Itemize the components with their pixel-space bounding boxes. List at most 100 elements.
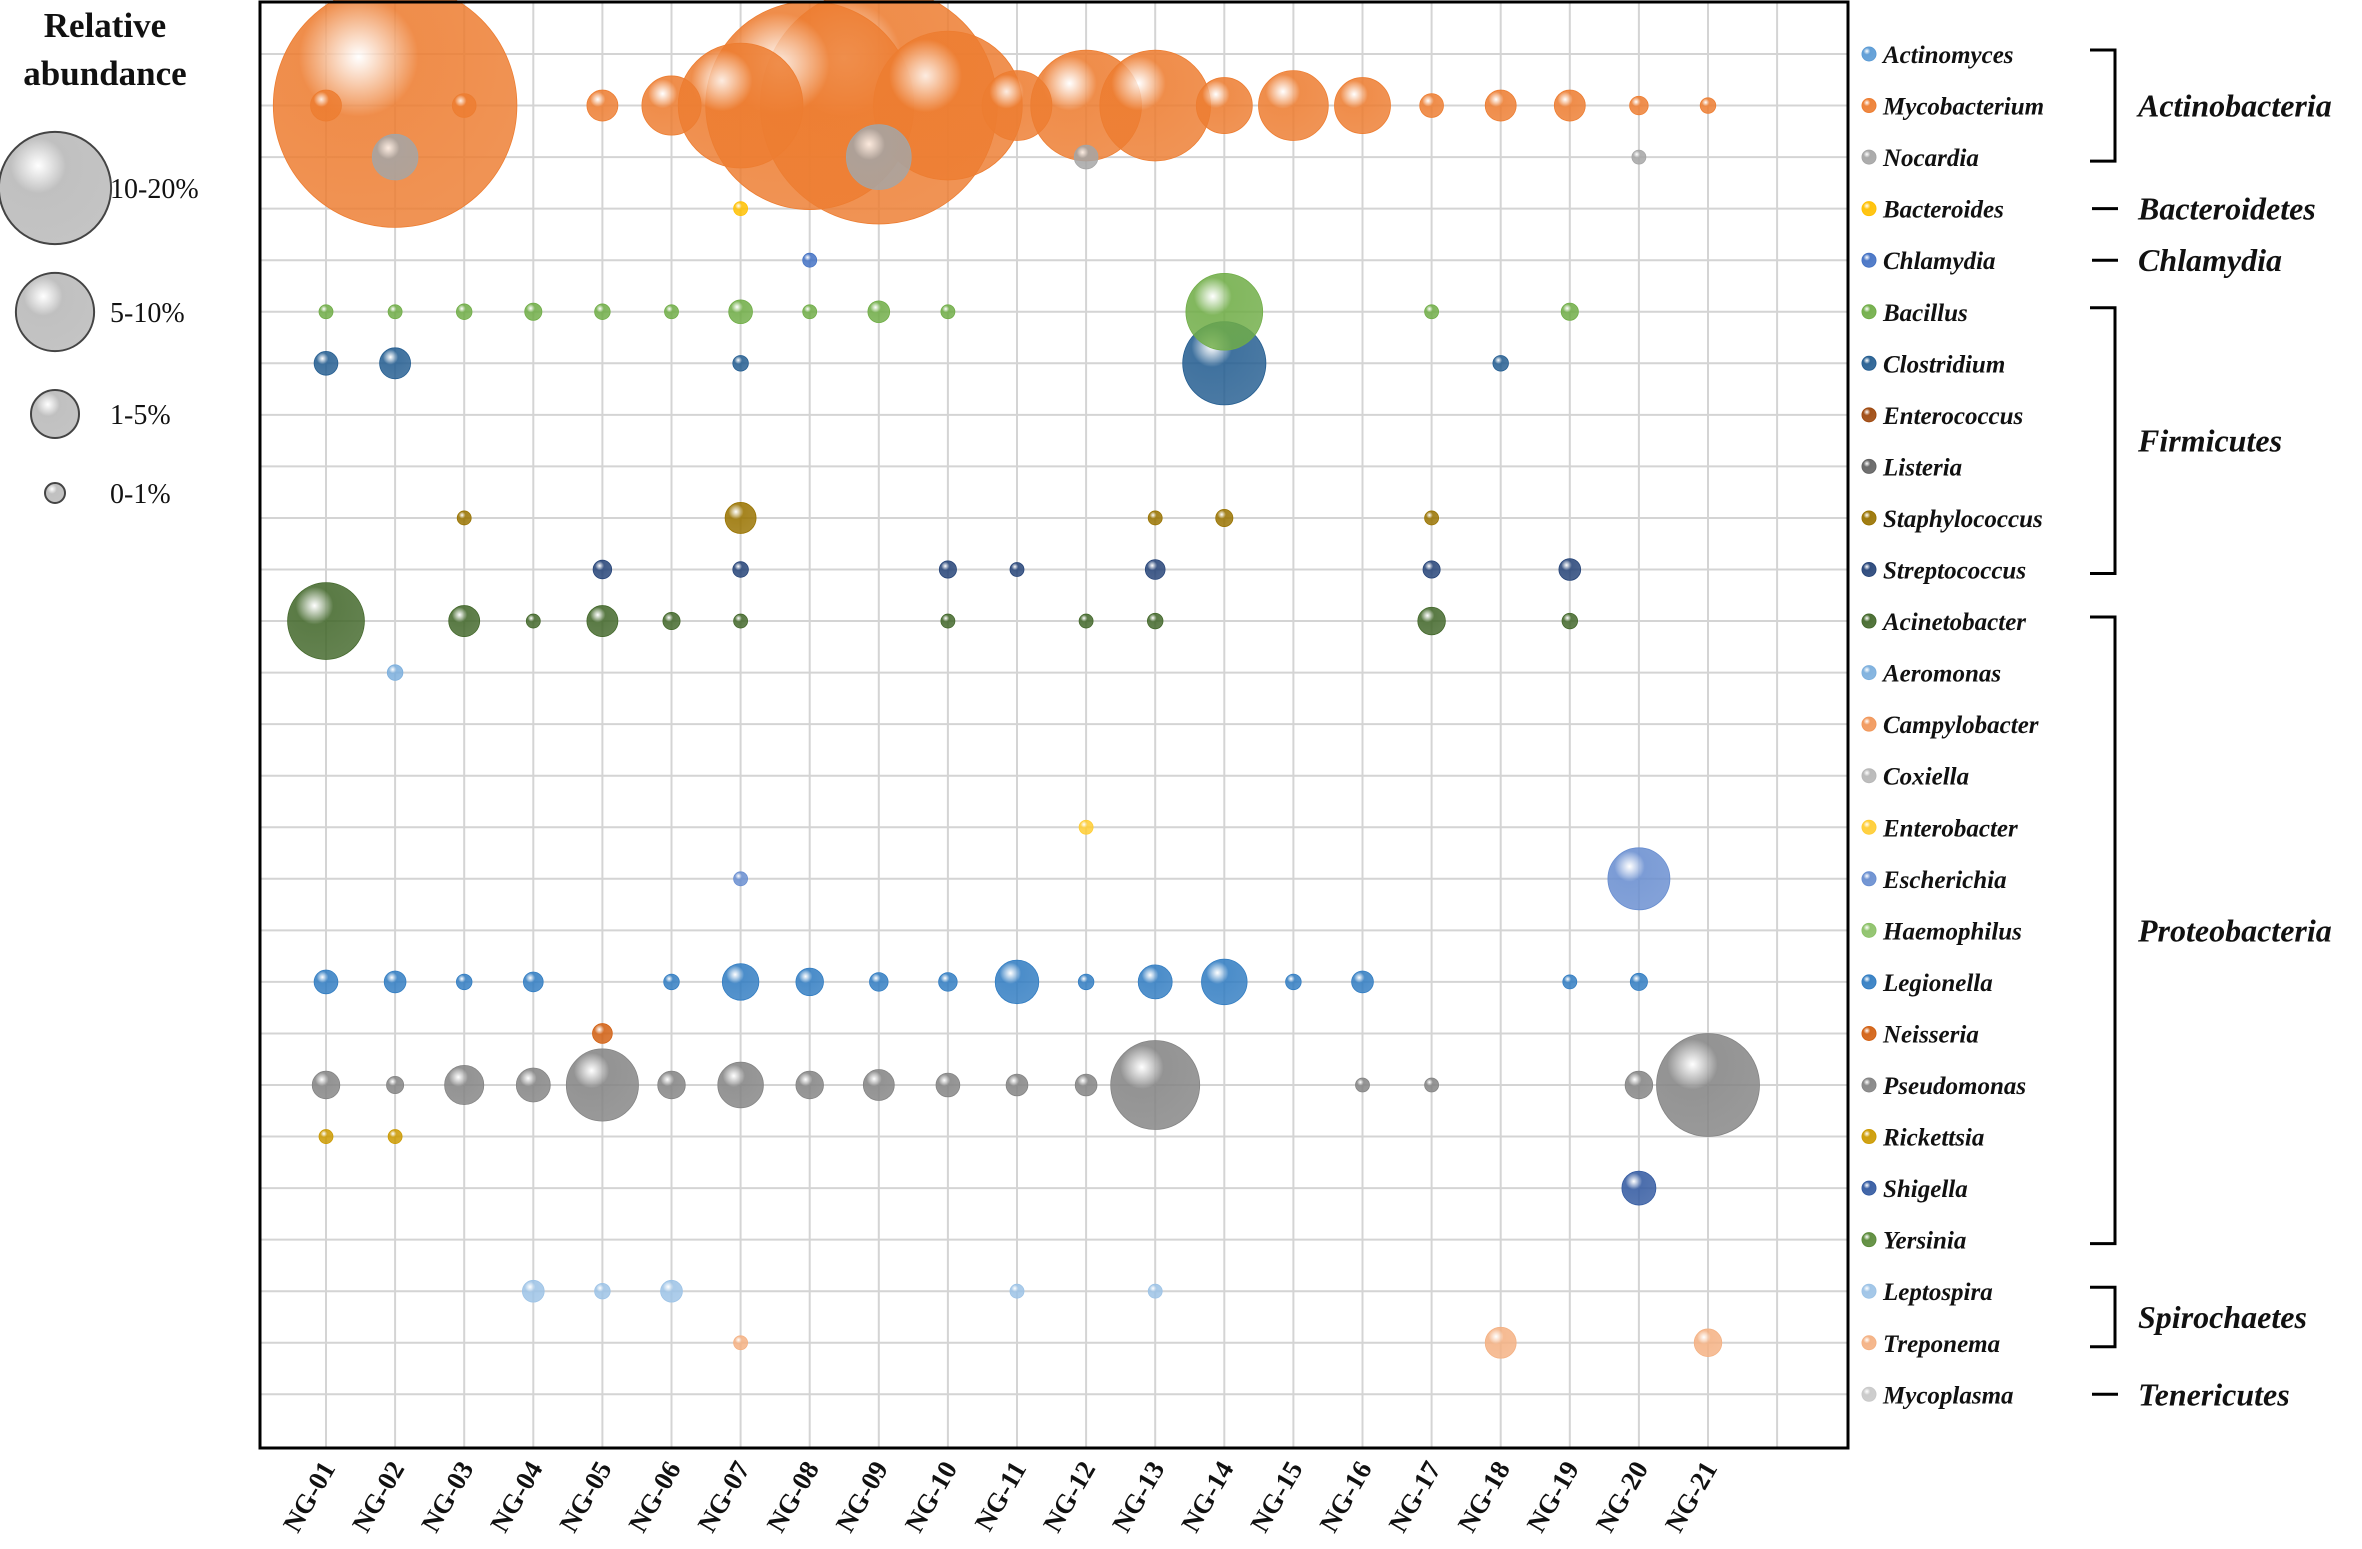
x-tick-label-ng-01: NG-01 xyxy=(277,1456,341,1537)
bubble-legionella-ng-01 xyxy=(313,969,339,995)
legend-bubble-1-5 xyxy=(30,389,80,439)
genus-marker-acinetobacter xyxy=(1861,613,1877,629)
legend-label-10-20: 10-20% xyxy=(110,174,199,205)
bubble-treponema-ng-18 xyxy=(1484,1326,1517,1359)
bubble-acinetobacter-ng-01 xyxy=(287,582,365,660)
genus-marker-leptospira xyxy=(1861,1283,1877,1299)
bubble-pseudomonas-ng-11 xyxy=(1005,1073,1029,1097)
bubble-streptococcus-ng-10 xyxy=(938,560,957,579)
legend-label-1-5: 1-5% xyxy=(110,400,171,431)
genus-label-enterococcus: Enterococcus xyxy=(1882,403,2023,430)
genus-label-aeromonas: Aeromonas xyxy=(1881,661,2001,688)
bubble-legionella-ng-12 xyxy=(1077,973,1095,991)
genus-marker-pseudomonas xyxy=(1861,1077,1877,1093)
bubble-acinetobacter-ng-13 xyxy=(1146,612,1164,630)
bubble-legionella-ng-02 xyxy=(383,970,407,994)
x-tick-label-ng-16: NG-16 xyxy=(1313,1456,1377,1537)
genus-marker-enterococcus xyxy=(1861,407,1877,423)
x-tick-label-ng-02: NG-02 xyxy=(346,1456,410,1537)
genus-label-bacteroides: Bacteroides xyxy=(1882,197,2004,224)
legend-bubble-0-1 xyxy=(44,482,66,504)
bubble-legionella-ng-07 xyxy=(721,963,760,1001)
bubble-streptococcus-ng-07 xyxy=(732,561,749,578)
genus-label-leptospira: Leptospira xyxy=(1882,1279,1993,1306)
genus-marker-actinomyces xyxy=(1861,46,1877,62)
genus-label-shigella: Shigella xyxy=(1883,1176,1968,1203)
bubble-bacillus-ng-08 xyxy=(802,304,818,320)
genus-label-bacillus: Bacillus xyxy=(1882,300,1968,327)
phylum-label-spirochaetes: Spirochaetes xyxy=(2138,1299,2307,1335)
bubble-treponema-ng-21 xyxy=(1693,1328,1723,1357)
legend-title-line1: Relative xyxy=(43,6,167,45)
bubble-bacillus-ng-10 xyxy=(940,304,956,320)
x-tick-label-ng-14: NG-14 xyxy=(1175,1456,1239,1537)
genus-marker-neisseria xyxy=(1861,1025,1877,1041)
x-tick-label-ng-04: NG-04 xyxy=(484,1456,548,1537)
genus-marker-listeria xyxy=(1861,458,1877,474)
bubble-legionella-ng-06 xyxy=(663,973,680,991)
bubble-mycobacterium-ng-05 xyxy=(586,89,619,122)
bubble-legionella-ng-15 xyxy=(1285,973,1302,991)
genus-marker-clostridium xyxy=(1861,355,1877,371)
bubble-mycobacterium-ng-15 xyxy=(1258,70,1329,141)
genus-marker-aeromonas xyxy=(1861,665,1877,681)
bubble-staphylococcus-ng-07 xyxy=(724,502,757,534)
bubble-leptospira-ng-06 xyxy=(660,1279,683,1303)
bubble-acinetobacter-ng-10 xyxy=(940,613,956,629)
bubble-staphylococcus-ng-17 xyxy=(1424,510,1439,526)
x-tick-label-ng-07: NG-07 xyxy=(692,1456,756,1537)
bubble-bacillus-ng-09 xyxy=(867,300,891,324)
x-tick-label-ng-12: NG-12 xyxy=(1037,1456,1101,1537)
bubble-mycobacterium-ng-18 xyxy=(1484,89,1517,122)
bubble-streptococcus-ng-11 xyxy=(1009,562,1025,577)
bubble-layer xyxy=(272,0,1760,1359)
genus-label-coxiella: Coxiella xyxy=(1883,764,1969,791)
genus-label-chlamydia: Chlamydia xyxy=(1883,248,1996,275)
bubble-mycobacterium-ng-03 xyxy=(451,93,477,118)
genus-label-staphylococcus: Staphylococcus xyxy=(1883,506,2043,533)
bubble-pseudomonas-ng-20 xyxy=(1624,1070,1654,1100)
genus-marker-legionella xyxy=(1861,974,1877,990)
x-tick-label-ng-21: NG-21 xyxy=(1659,1456,1723,1537)
bubble-staphylococcus-ng-14 xyxy=(1215,508,1234,527)
bubble-nocardia-ng-09 xyxy=(845,124,912,190)
legend-title: Relative abundance xyxy=(0,2,210,98)
bubble-mycobacterium-ng-14 xyxy=(1195,77,1253,134)
bubble-acinetobacter-ng-03 xyxy=(448,605,481,637)
bubble-legionella-ng-20 xyxy=(1629,972,1648,991)
legend-title-line2: abundance xyxy=(23,54,187,93)
bubble-legionella-ng-13 xyxy=(1137,964,1173,1000)
genus-label-pseudomonas: Pseudomonas xyxy=(1882,1073,2026,1100)
bubble-legionella-ng-08 xyxy=(795,967,824,997)
bubble-clostridium-ng-07 xyxy=(732,355,749,372)
x-tick-label-ng-06: NG-06 xyxy=(622,1456,686,1537)
genus-label-haemophilus: Haemophilus xyxy=(1882,918,2022,945)
bubble-enterobacter-ng-12 xyxy=(1078,819,1094,835)
bubble-acinetobacter-ng-07 xyxy=(733,613,748,629)
bubble-mycobacterium-ng-19 xyxy=(1553,89,1586,122)
bubble-leptospira-ng-13 xyxy=(1147,1283,1163,1299)
bubble-nocardia-ng-02 xyxy=(371,133,419,181)
bubble-mycobacterium-ng-11 xyxy=(981,70,1053,141)
bubble-pseudomonas-ng-01 xyxy=(311,1070,341,1100)
genus-label-rickettsia: Rickettsia xyxy=(1882,1125,1984,1152)
genus-marker-mycoplasma xyxy=(1861,1386,1877,1402)
genus-labels: Actinomyces Mycobacterium Nocardia Bacteroi… xyxy=(1861,42,2044,1409)
bubble-streptococcus-ng-19 xyxy=(1558,558,1582,581)
bubble-pseudomonas-ng-13 xyxy=(1110,1040,1201,1130)
genus-label-neisseria: Neisseria xyxy=(1882,1021,1979,1048)
bubble-legionella-ng-10 xyxy=(938,972,958,992)
bubble-mycobacterium-ng-16 xyxy=(1334,77,1391,134)
bubble-acinetobacter-ng-04 xyxy=(525,613,541,629)
genus-marker-nocardia xyxy=(1861,149,1877,165)
genus-marker-bacillus xyxy=(1861,304,1877,320)
bubble-legionella-ng-19 xyxy=(1562,974,1578,990)
plot-frame xyxy=(258,0,1850,1450)
phylum-bracket-proteobacteria xyxy=(2090,615,2117,1246)
bubble-bacillus-ng-14 xyxy=(1185,272,1264,351)
bubble-acinetobacter-ng-17 xyxy=(1417,606,1446,636)
bubble-clostridium-ng-01 xyxy=(313,350,339,376)
bubble-bacillus-ng-06 xyxy=(664,304,679,320)
bubble-pseudomonas-ng-17 xyxy=(1424,1077,1439,1093)
phylum-bracket-actinobacteria xyxy=(2090,48,2117,163)
